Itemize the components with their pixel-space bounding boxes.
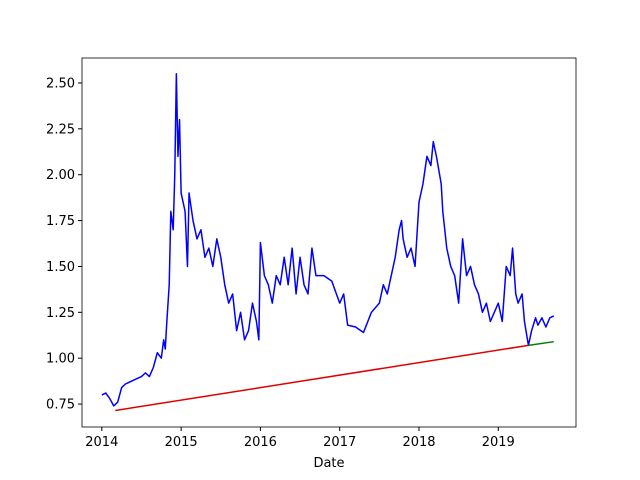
y-tick-label: 1.75 bbox=[46, 214, 75, 229]
y-tick-label: 1.25 bbox=[46, 306, 75, 321]
x-tick-label: 2016 bbox=[244, 435, 277, 450]
line bbox=[528, 340, 554, 347]
y-tick-label: 1.00 bbox=[46, 352, 75, 367]
x-axis-label: Date bbox=[313, 456, 344, 471]
y-tick-label: 2.00 bbox=[46, 168, 75, 183]
y-tick-label: 2.25 bbox=[46, 122, 75, 137]
x-tick-label: 2019 bbox=[482, 435, 515, 450]
x-tick-label: 2018 bbox=[402, 435, 435, 450]
x-tick-label: 2017 bbox=[323, 435, 356, 450]
y-tick-label: 0.75 bbox=[46, 398, 75, 413]
x-tick-label: 2014 bbox=[85, 435, 118, 450]
x-tick-label: 2015 bbox=[165, 435, 198, 450]
line bbox=[115, 344, 529, 412]
line bbox=[101, 73, 555, 407]
y-tick-label: 1.50 bbox=[46, 260, 75, 275]
plot-frame bbox=[81, 57, 577, 428]
y-tick-label: 2.50 bbox=[46, 76, 75, 91]
